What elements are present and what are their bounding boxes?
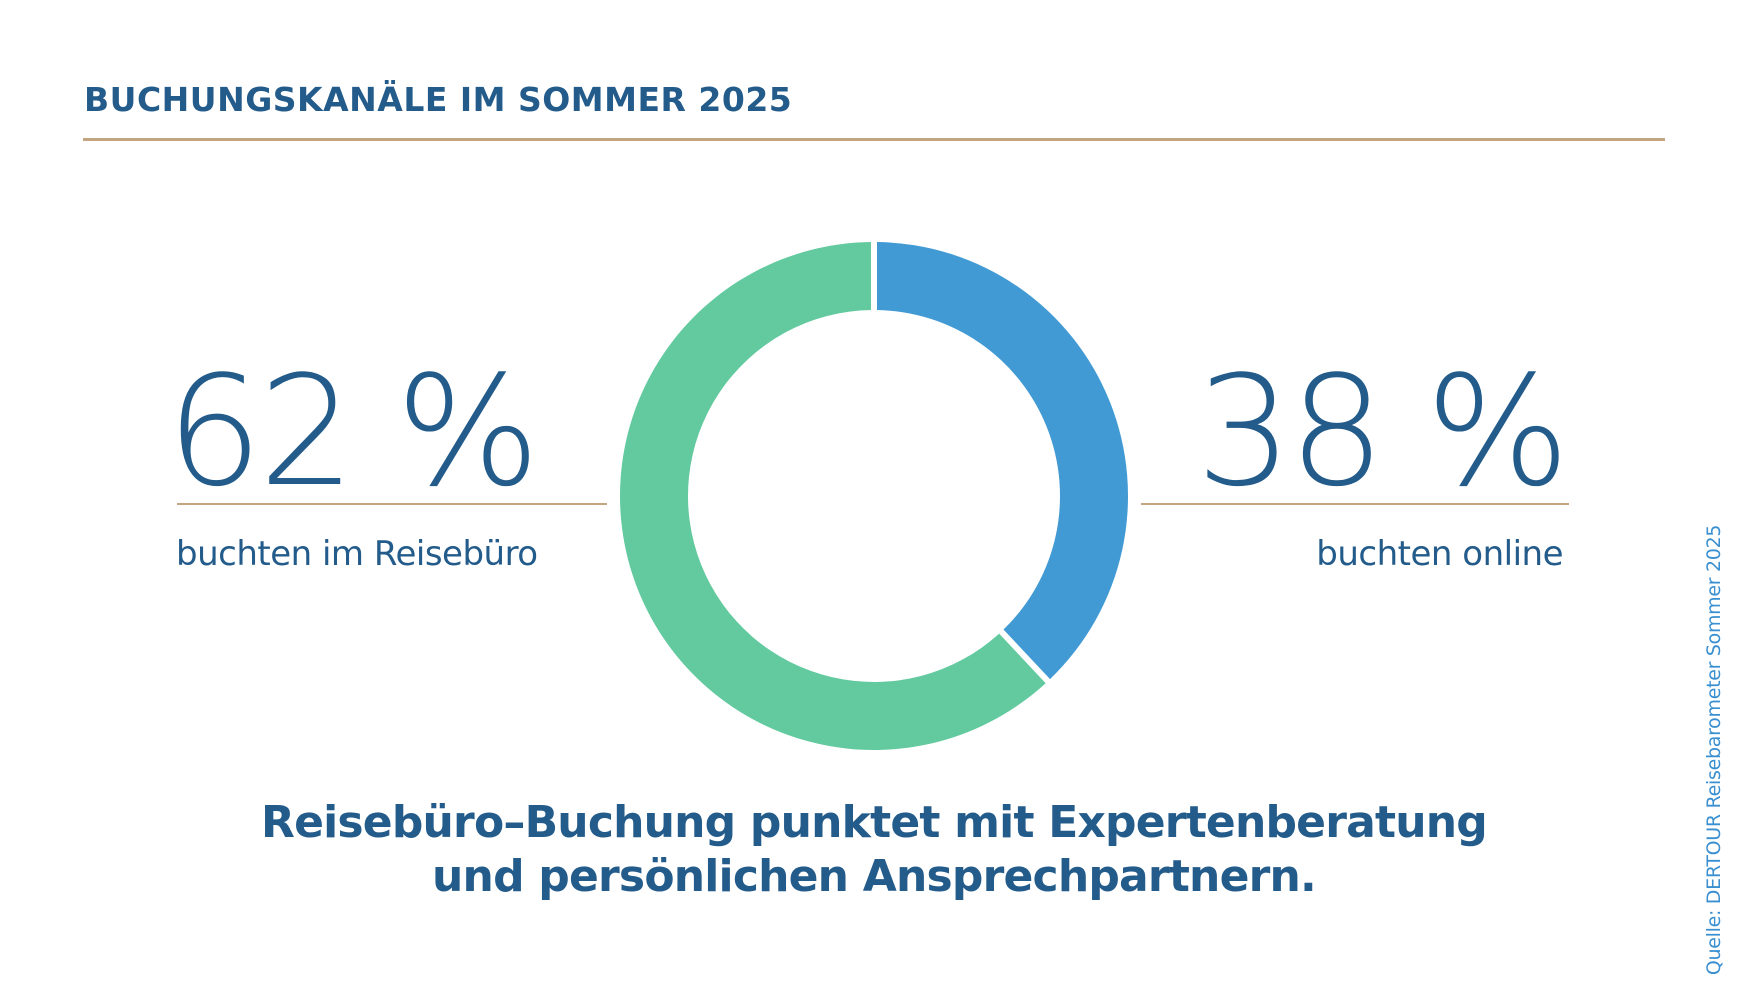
online-label: buchten online bbox=[1316, 534, 1563, 574]
source-note: Quelle: DERTOUR Reisebarometer Sommer 20… bbox=[1703, 524, 1725, 976]
headline: Reisebüro–Buchung punktet mit Expertenbe… bbox=[0, 796, 1748, 904]
headline-line-1: Reisebüro–Buchung punktet mit Expertenbe… bbox=[260, 797, 1488, 848]
headline-line-2: und persönlichen Ansprechpartnern. bbox=[432, 851, 1317, 902]
online-divider bbox=[1141, 503, 1569, 505]
agency-label: buchten im Reisebüro bbox=[176, 534, 538, 574]
donut-chart bbox=[619, 242, 1128, 751]
title-divider bbox=[83, 138, 1665, 141]
agency-divider bbox=[177, 503, 607, 505]
agency-percentage: 62 % bbox=[166, 343, 540, 520]
chart-title: BUCHUNGSKANÄLE IM SOMMER 2025 bbox=[84, 80, 793, 119]
online-percentage: 38 % bbox=[1195, 343, 1570, 520]
donut-slice-online bbox=[876, 242, 1128, 680]
donut-slice-agency bbox=[619, 242, 1046, 751]
